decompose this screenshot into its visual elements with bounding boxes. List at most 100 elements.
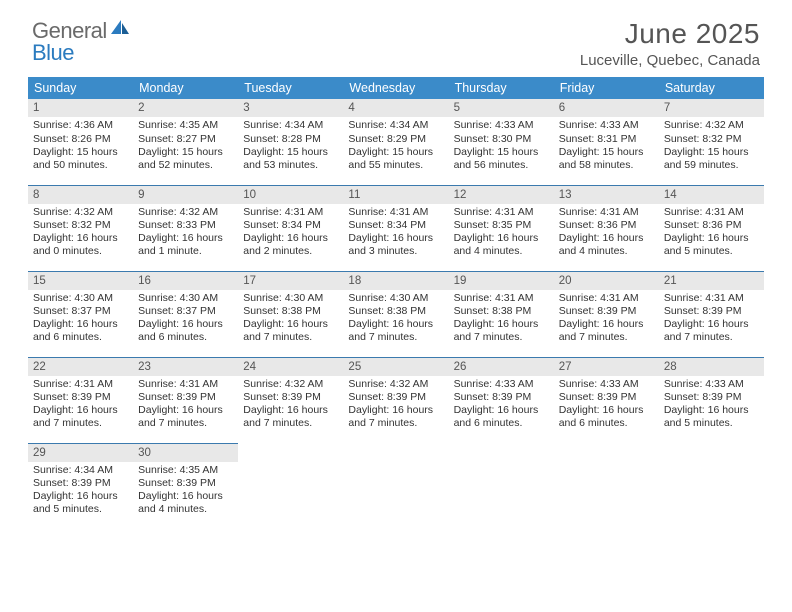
daylight-text: Daylight: 16 hours and 1 minute. <box>138 232 234 258</box>
day-body: Sunrise: 4:34 AMSunset: 8:28 PMDaylight:… <box>238 117 343 174</box>
day-number: 6 <box>554 99 659 117</box>
sunrise-text: Sunrise: 4:34 AM <box>243 119 339 132</box>
calendar-day-cell: 10Sunrise: 4:31 AMSunset: 8:34 PMDayligh… <box>238 185 343 271</box>
weekday-header: Sunday <box>28 77 133 99</box>
day-body: Sunrise: 4:33 AMSunset: 8:39 PMDaylight:… <box>659 376 764 433</box>
day-number: 17 <box>238 272 343 290</box>
header: General June 2025 Luceville, Quebec, Can… <box>0 0 792 73</box>
calendar-day-cell: 26Sunrise: 4:33 AMSunset: 8:39 PMDayligh… <box>449 357 554 443</box>
sunset-text: Sunset: 8:39 PM <box>138 477 234 490</box>
sunrise-text: Sunrise: 4:33 AM <box>559 378 655 391</box>
sunrise-text: Sunrise: 4:36 AM <box>33 119 129 132</box>
calendar-day-cell: 12Sunrise: 4:31 AMSunset: 8:35 PMDayligh… <box>449 185 554 271</box>
daylight-text: Daylight: 15 hours and 55 minutes. <box>348 146 444 172</box>
sunset-text: Sunset: 8:26 PM <box>33 133 129 146</box>
daylight-text: Daylight: 16 hours and 5 minutes. <box>33 490 129 516</box>
day-number: 15 <box>28 272 133 290</box>
sunset-text: Sunset: 8:38 PM <box>454 305 550 318</box>
day-number: 1 <box>28 99 133 117</box>
calendar-day-cell: 30Sunrise: 4:35 AMSunset: 8:39 PMDayligh… <box>133 443 238 529</box>
sunset-text: Sunset: 8:37 PM <box>33 305 129 318</box>
daylight-text: Daylight: 16 hours and 5 minutes. <box>664 404 760 430</box>
calendar-week-row: 1Sunrise: 4:36 AMSunset: 8:26 PMDaylight… <box>28 99 764 185</box>
day-number: 18 <box>343 272 448 290</box>
sunrise-text: Sunrise: 4:32 AM <box>664 119 760 132</box>
calendar-day-cell <box>449 443 554 529</box>
daylight-text: Daylight: 15 hours and 58 minutes. <box>559 146 655 172</box>
daylight-text: Daylight: 16 hours and 2 minutes. <box>243 232 339 258</box>
sunrise-text: Sunrise: 4:35 AM <box>138 464 234 477</box>
daylight-text: Daylight: 15 hours and 56 minutes. <box>454 146 550 172</box>
day-body: Sunrise: 4:32 AMSunset: 8:32 PMDaylight:… <box>28 204 133 261</box>
sunset-text: Sunset: 8:34 PM <box>348 219 444 232</box>
sunrise-text: Sunrise: 4:31 AM <box>454 206 550 219</box>
sunrise-text: Sunrise: 4:32 AM <box>138 206 234 219</box>
calendar-day-cell: 21Sunrise: 4:31 AMSunset: 8:39 PMDayligh… <box>659 271 764 357</box>
day-number: 8 <box>28 186 133 204</box>
daylight-text: Daylight: 15 hours and 50 minutes. <box>33 146 129 172</box>
sunset-text: Sunset: 8:29 PM <box>348 133 444 146</box>
sunrise-text: Sunrise: 4:32 AM <box>33 206 129 219</box>
calendar-day-cell: 14Sunrise: 4:31 AMSunset: 8:36 PMDayligh… <box>659 185 764 271</box>
sunset-text: Sunset: 8:36 PM <box>664 219 760 232</box>
daylight-text: Daylight: 16 hours and 4 minutes. <box>138 490 234 516</box>
daylight-text: Daylight: 16 hours and 4 minutes. <box>559 232 655 258</box>
day-number: 13 <box>554 186 659 204</box>
calendar-day-cell: 2Sunrise: 4:35 AMSunset: 8:27 PMDaylight… <box>133 99 238 185</box>
daylight-text: Daylight: 15 hours and 59 minutes. <box>664 146 760 172</box>
day-body: Sunrise: 4:31 AMSunset: 8:39 PMDaylight:… <box>659 290 764 347</box>
daylight-text: Daylight: 15 hours and 53 minutes. <box>243 146 339 172</box>
sunset-text: Sunset: 8:38 PM <box>243 305 339 318</box>
day-body: Sunrise: 4:31 AMSunset: 8:39 PMDaylight:… <box>133 376 238 433</box>
calendar-day-cell: 17Sunrise: 4:30 AMSunset: 8:38 PMDayligh… <box>238 271 343 357</box>
day-number: 21 <box>659 272 764 290</box>
calendar-day-cell: 19Sunrise: 4:31 AMSunset: 8:38 PMDayligh… <box>449 271 554 357</box>
weekday-header: Thursday <box>449 77 554 99</box>
day-body: Sunrise: 4:30 AMSunset: 8:38 PMDaylight:… <box>238 290 343 347</box>
day-body: Sunrise: 4:33 AMSunset: 8:39 PMDaylight:… <box>554 376 659 433</box>
sunset-text: Sunset: 8:27 PM <box>138 133 234 146</box>
sunset-text: Sunset: 8:36 PM <box>559 219 655 232</box>
sunrise-text: Sunrise: 4:33 AM <box>454 119 550 132</box>
sunset-text: Sunset: 8:39 PM <box>33 477 129 490</box>
sunset-text: Sunset: 8:39 PM <box>138 391 234 404</box>
day-number: 11 <box>343 186 448 204</box>
location-label: Luceville, Quebec, Canada <box>580 52 760 69</box>
calendar-day-cell: 4Sunrise: 4:34 AMSunset: 8:29 PMDaylight… <box>343 99 448 185</box>
day-body: Sunrise: 4:31 AMSunset: 8:34 PMDaylight:… <box>238 204 343 261</box>
day-body: Sunrise: 4:33 AMSunset: 8:31 PMDaylight:… <box>554 117 659 174</box>
sunrise-text: Sunrise: 4:33 AM <box>559 119 655 132</box>
sunset-text: Sunset: 8:35 PM <box>454 219 550 232</box>
day-body: Sunrise: 4:31 AMSunset: 8:35 PMDaylight:… <box>449 204 554 261</box>
sunrise-text: Sunrise: 4:33 AM <box>454 378 550 391</box>
day-body: Sunrise: 4:31 AMSunset: 8:39 PMDaylight:… <box>28 376 133 433</box>
daylight-text: Daylight: 16 hours and 7 minutes. <box>664 318 760 344</box>
day-body: Sunrise: 4:31 AMSunset: 8:38 PMDaylight:… <box>449 290 554 347</box>
daylight-text: Daylight: 16 hours and 4 minutes. <box>454 232 550 258</box>
day-number: 28 <box>659 358 764 376</box>
calendar-week-row: 22Sunrise: 4:31 AMSunset: 8:39 PMDayligh… <box>28 357 764 443</box>
day-number: 26 <box>449 358 554 376</box>
day-number: 4 <box>343 99 448 117</box>
weekday-header: Monday <box>133 77 238 99</box>
day-body: Sunrise: 4:31 AMSunset: 8:36 PMDaylight:… <box>554 204 659 261</box>
weekday-header: Saturday <box>659 77 764 99</box>
weekday-header-row: Sunday Monday Tuesday Wednesday Thursday… <box>28 77 764 99</box>
calendar-day-cell <box>238 443 343 529</box>
sunset-text: Sunset: 8:39 PM <box>664 305 760 318</box>
sunset-text: Sunset: 8:37 PM <box>138 305 234 318</box>
day-body: Sunrise: 4:30 AMSunset: 8:37 PMDaylight:… <box>133 290 238 347</box>
calendar-day-cell: 22Sunrise: 4:31 AMSunset: 8:39 PMDayligh… <box>28 357 133 443</box>
day-body: Sunrise: 4:31 AMSunset: 8:34 PMDaylight:… <box>343 204 448 261</box>
sunset-text: Sunset: 8:34 PM <box>243 219 339 232</box>
sunset-text: Sunset: 8:39 PM <box>243 391 339 404</box>
calendar-week-row: 8Sunrise: 4:32 AMSunset: 8:32 PMDaylight… <box>28 185 764 271</box>
daylight-text: Daylight: 16 hours and 6 minutes. <box>454 404 550 430</box>
calendar-day-cell: 13Sunrise: 4:31 AMSunset: 8:36 PMDayligh… <box>554 185 659 271</box>
calendar-day-cell: 29Sunrise: 4:34 AMSunset: 8:39 PMDayligh… <box>28 443 133 529</box>
day-body: Sunrise: 4:31 AMSunset: 8:39 PMDaylight:… <box>554 290 659 347</box>
sunset-text: Sunset: 8:32 PM <box>33 219 129 232</box>
calendar-day-cell: 25Sunrise: 4:32 AMSunset: 8:39 PMDayligh… <box>343 357 448 443</box>
day-number: 7 <box>659 99 764 117</box>
day-number: 27 <box>554 358 659 376</box>
